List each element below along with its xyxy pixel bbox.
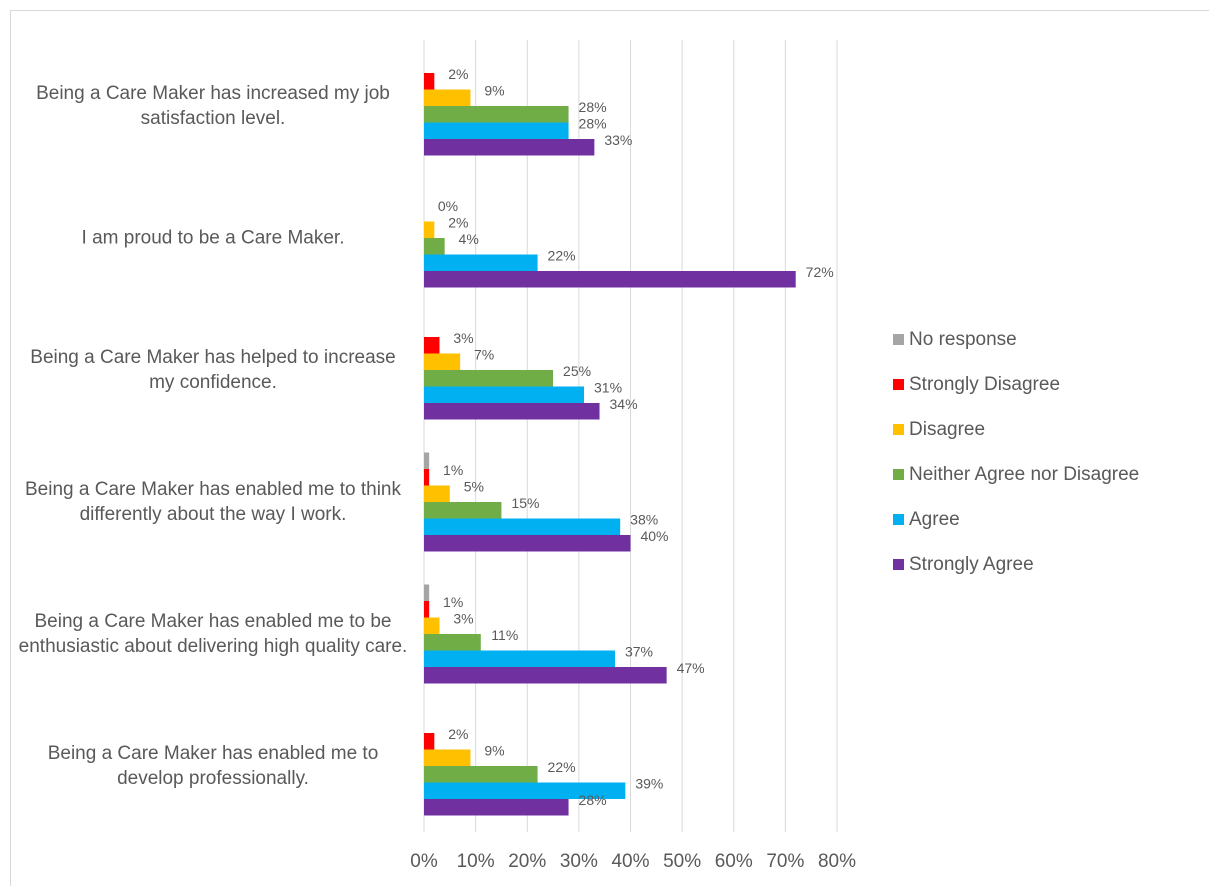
data-label: 2%	[448, 214, 468, 230]
bar	[424, 634, 481, 651]
data-label: 1%	[443, 462, 463, 478]
data-label: 37%	[625, 643, 653, 659]
data-label: 39%	[635, 775, 663, 791]
x-tick-label: 80%	[818, 851, 856, 872]
bar	[424, 617, 440, 634]
x-tick-label: 20%	[508, 851, 546, 872]
data-label: 3%	[453, 610, 473, 626]
bar	[424, 122, 569, 139]
data-label: 47%	[677, 660, 705, 676]
bar	[424, 386, 585, 403]
legend-swatch	[893, 424, 904, 435]
data-label: 4%	[459, 231, 479, 247]
data-label: 7%	[474, 346, 494, 362]
bar	[424, 106, 569, 123]
bar	[424, 337, 440, 354]
bar	[424, 733, 435, 750]
bar	[424, 502, 502, 519]
bar	[424, 139, 595, 156]
bar	[424, 221, 435, 238]
bar	[424, 518, 621, 535]
bar	[424, 271, 796, 288]
bar	[424, 469, 430, 486]
data-label: 28%	[579, 115, 607, 131]
legend-label: Agree	[909, 509, 960, 530]
data-label: 9%	[484, 742, 504, 758]
bar	[424, 782, 626, 799]
bar	[424, 749, 471, 766]
bar	[424, 799, 569, 816]
bar	[424, 353, 461, 370]
category-label: Being a Care Maker has helped to increas…	[30, 347, 396, 393]
legend-swatch	[893, 514, 904, 525]
data-label: 2%	[448, 66, 468, 82]
bar	[424, 667, 667, 684]
data-label: 11%	[491, 627, 518, 643]
legend-swatch	[893, 469, 904, 480]
legend-swatch	[893, 379, 904, 390]
chart-border	[10, 10, 1209, 886]
bar	[424, 73, 435, 90]
legend-label: Neither Agree nor Disagree	[909, 464, 1139, 485]
data-label: 72%	[806, 264, 834, 280]
data-label: 28%	[579, 99, 607, 115]
bar	[424, 370, 554, 387]
data-label: 34%	[610, 396, 638, 412]
x-tick-label: 10%	[457, 851, 495, 872]
bar	[424, 601, 430, 618]
legend-label: Disagree	[909, 419, 985, 440]
data-label: 3%	[453, 330, 473, 346]
data-label: 28%	[579, 792, 607, 808]
legend-label: Strongly Disagree	[909, 374, 1060, 395]
x-tick-label: 30%	[560, 851, 598, 872]
category-label: Being a Care Maker has enabled me to thi…	[25, 479, 401, 525]
category-label: Being a Care Maker has increased my job …	[36, 83, 390, 129]
data-label: 15%	[511, 495, 539, 511]
bar	[424, 766, 538, 783]
bar	[424, 535, 631, 552]
data-label: 33%	[604, 132, 632, 148]
data-label: 40%	[640, 528, 668, 544]
x-tick-label: 60%	[715, 851, 753, 872]
data-label: 38%	[630, 511, 658, 527]
bar	[424, 452, 430, 469]
data-label: 9%	[484, 82, 504, 98]
legend-label: No response	[909, 329, 1017, 350]
category-label: I am proud to be a Care Maker.	[81, 227, 345, 249]
data-label: 5%	[464, 478, 484, 494]
x-tick-label: 50%	[663, 851, 701, 872]
x-tick-label: 40%	[611, 851, 649, 872]
bar	[424, 89, 471, 106]
category-label: Being a Care Maker has enabled me to dev…	[47, 743, 379, 789]
bar	[424, 584, 430, 601]
data-label: 1%	[443, 594, 463, 610]
category-label: Being a Care Maker has enabled me to be …	[18, 611, 408, 657]
legend-swatch	[893, 559, 904, 570]
legend-swatch	[893, 334, 904, 345]
x-tick-label: 70%	[766, 851, 804, 872]
bar	[424, 403, 600, 420]
bar	[424, 485, 450, 502]
data-label: 2%	[448, 726, 468, 742]
data-label: 31%	[594, 379, 622, 395]
bar	[424, 238, 445, 255]
data-label: 22%	[548, 247, 576, 263]
data-label: 0%	[438, 198, 458, 214]
legend-label: Strongly Agree	[909, 554, 1034, 575]
bar	[424, 254, 538, 271]
bar	[424, 650, 616, 667]
data-label: 25%	[563, 363, 591, 379]
x-tick-label: 0%	[410, 851, 438, 872]
data-label: 22%	[548, 759, 576, 775]
